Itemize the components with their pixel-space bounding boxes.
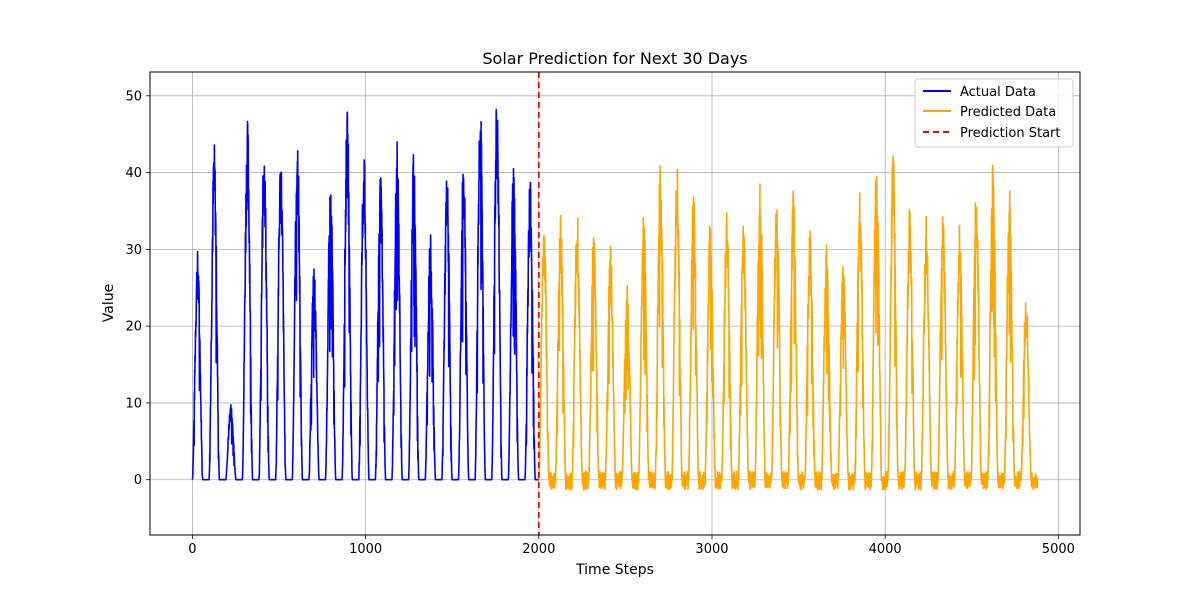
- x-tick-label: 5000: [1042, 542, 1075, 557]
- x-tick-label: 1000: [349, 542, 382, 557]
- x-tick-label: 4000: [869, 542, 902, 557]
- y-tick-label: 20: [125, 320, 142, 335]
- legend-box: [914, 78, 1074, 148]
- x-axis-label: Time Steps: [575, 562, 654, 578]
- plot-area: [191, 72, 1039, 535]
- y-tick-label: 40: [125, 166, 142, 181]
- x-tick-label: 3000: [695, 542, 728, 557]
- legend-label-actual: Actual Data: [960, 85, 1036, 100]
- y-tick-label: 50: [125, 89, 142, 104]
- chart-title: Solar Prediction for Next 30 Days: [482, 49, 747, 68]
- y-axis-label: Value: [101, 284, 117, 322]
- legend-label-prediction-start: Prediction Start: [960, 126, 1060, 141]
- x-tick-label: 0: [188, 542, 196, 557]
- actual-data-line: [191, 108, 540, 481]
- legend-label-predicted: Predicted Data: [960, 105, 1056, 120]
- y-tick-label: 0: [134, 473, 142, 488]
- x-tick-label: 2000: [522, 542, 555, 557]
- axis-ticks: 0 1000 2000 3000 4000 5000 0 10 20 30 40 50: [125, 89, 1074, 557]
- y-tick-label: 10: [125, 396, 142, 411]
- plot-frame: [149, 71, 1081, 536]
- predicted-data-line: [538, 155, 1039, 491]
- y-tick-label: 30: [125, 243, 142, 258]
- legend: Actual Data Predicted Data Prediction St…: [914, 78, 1074, 148]
